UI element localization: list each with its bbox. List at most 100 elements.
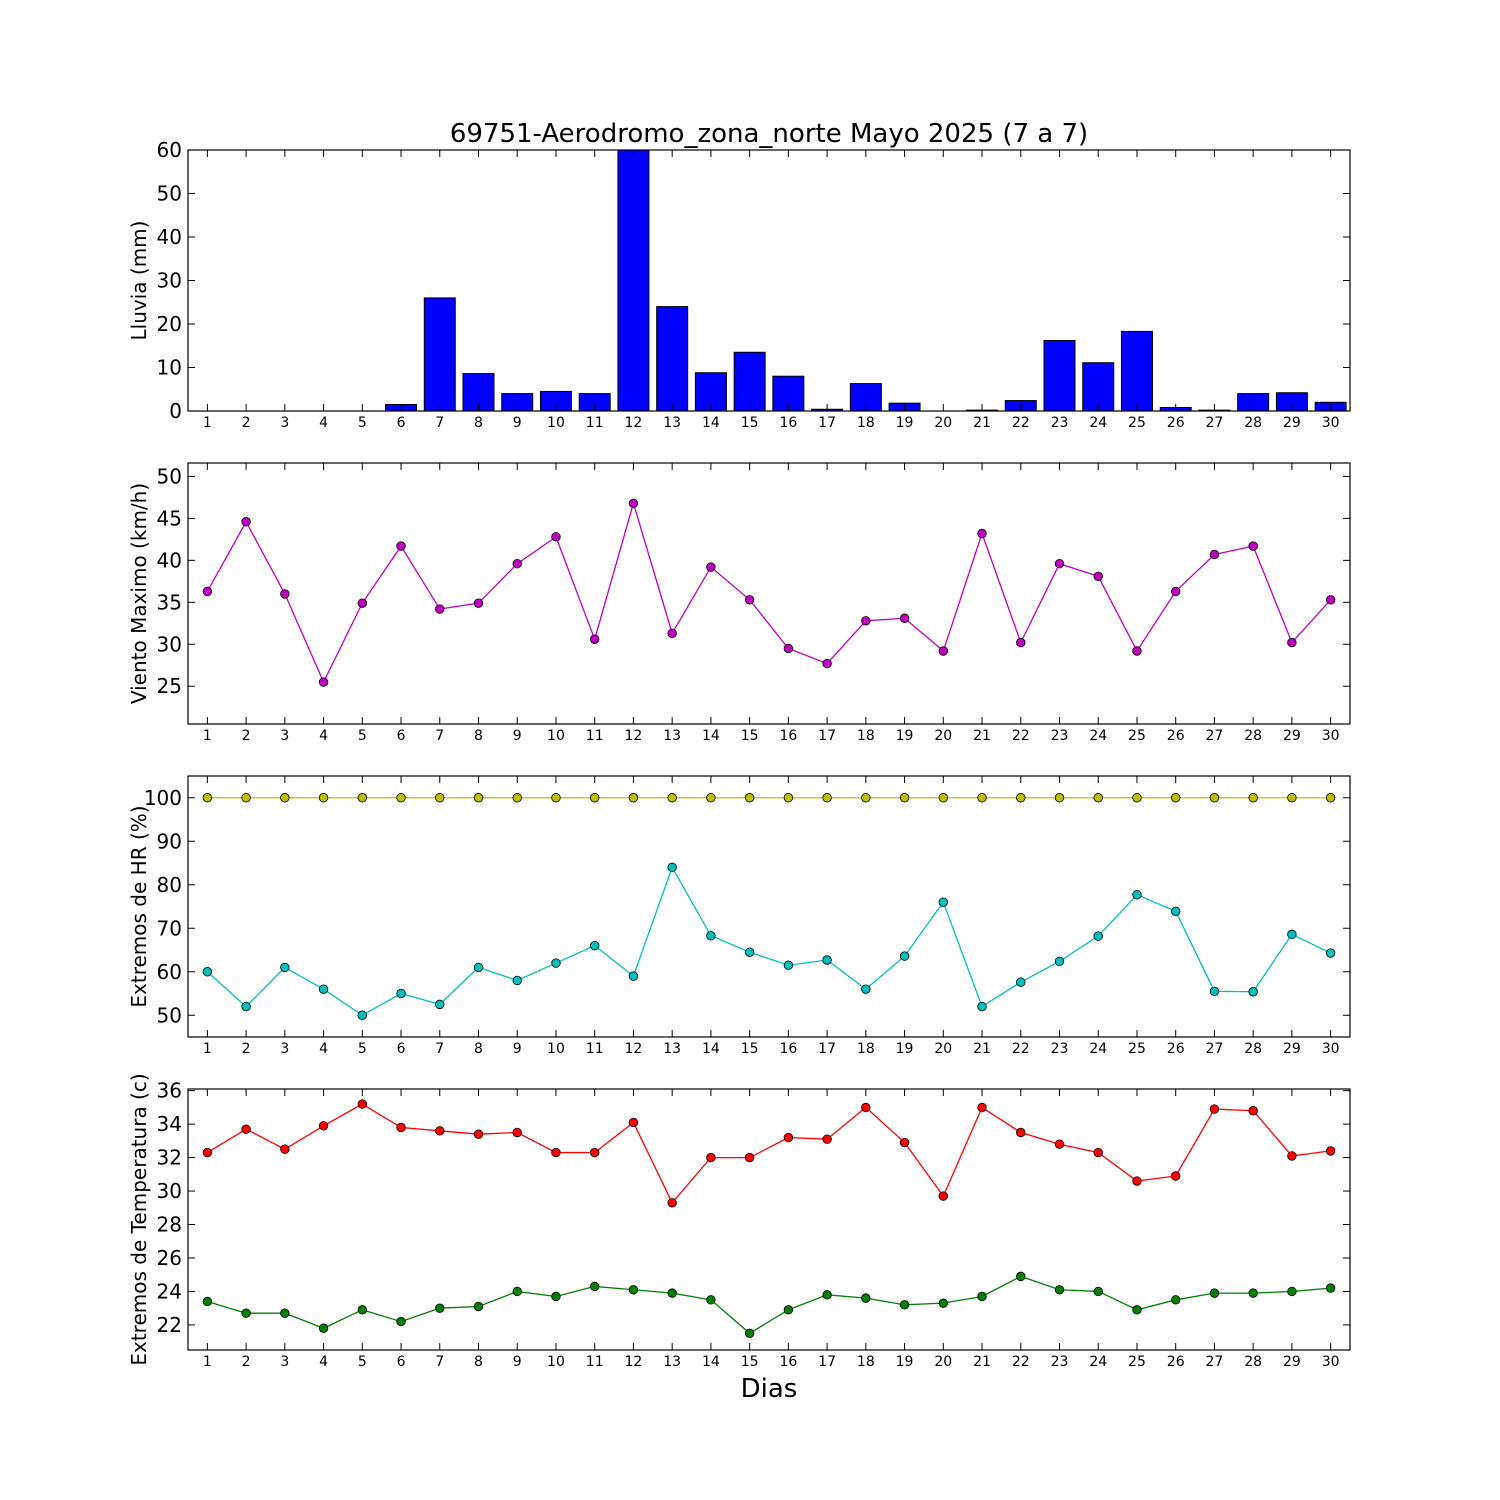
data-point	[1248, 987, 1258, 997]
data-point	[280, 589, 290, 599]
x-tick-label: 26	[1167, 1041, 1185, 1057]
data-point	[241, 517, 251, 527]
data-point	[1093, 793, 1103, 803]
x-tick-label: 19	[896, 728, 914, 744]
x-tick-label: 15	[741, 1354, 759, 1370]
data-point	[473, 1301, 484, 1312]
x-tick-label: 4	[319, 1041, 328, 1057]
x-tick-label: 27	[1206, 728, 1224, 744]
x-tick-label: 3	[280, 728, 289, 744]
data-point	[280, 1144, 290, 1154]
x-tick-label: 24	[1089, 728, 1107, 744]
y-tick-label: 30	[157, 269, 182, 293]
data-point	[938, 1191, 949, 1201]
y-tick-label: 22	[157, 1313, 182, 1337]
x-tick-label: 2	[242, 728, 251, 744]
x-tick-label: 30	[1322, 728, 1340, 744]
x-tick-label: 17	[818, 415, 836, 431]
x-tick-label: 9	[513, 1041, 522, 1057]
x-tick-label: 27	[1206, 1041, 1224, 1057]
data-point	[1325, 595, 1336, 605]
x-tick-label: 7	[435, 415, 444, 431]
y-tick-label: 35	[157, 590, 182, 614]
y-tick-label: 20	[157, 312, 182, 336]
x-tick-label: 28	[1244, 1041, 1262, 1057]
y-tick-label: 25	[157, 674, 182, 698]
data-point	[590, 940, 600, 951]
data-point	[512, 1286, 522, 1297]
data-point	[1170, 586, 1181, 597]
y-tick-label: 32	[157, 1146, 182, 1170]
x-tick-label: 21	[973, 1041, 991, 1057]
x-tick-label: 6	[397, 728, 406, 744]
data-point	[590, 793, 600, 803]
x-tick-label: 5	[358, 728, 367, 744]
x-tick-label: 25	[1128, 728, 1146, 744]
bar	[578, 393, 611, 411]
data-point	[318, 677, 329, 687]
data-point	[1325, 948, 1336, 958]
data-point	[396, 988, 406, 999]
panel-3-data	[202, 793, 1336, 1020]
data-point	[899, 1300, 910, 1310]
x-tick-label: 28	[1244, 728, 1262, 744]
x-tick-label: 22	[1012, 1354, 1030, 1370]
x-tick-label: 12	[625, 728, 643, 744]
x-tick-label: 18	[857, 415, 875, 431]
data-point	[1132, 793, 1142, 803]
data-point	[938, 646, 949, 656]
bar	[423, 297, 456, 411]
x-axis-label: Dias	[741, 1374, 798, 1404]
data-point	[1054, 1139, 1065, 1149]
bar	[501, 393, 534, 411]
data-point	[1093, 571, 1103, 582]
x-tick-label: 5	[358, 1354, 367, 1370]
data-point	[1248, 1106, 1258, 1116]
data-point	[241, 1001, 251, 1012]
data-point	[783, 1305, 794, 1315]
data-point	[899, 613, 910, 623]
data-point	[783, 960, 794, 970]
x-tick-label: 10	[547, 1354, 565, 1370]
data-point	[1093, 931, 1103, 941]
bar	[656, 306, 689, 411]
data-point	[280, 1308, 290, 1318]
x-tick-label: 7	[435, 1041, 444, 1057]
data-point	[1287, 929, 1297, 940]
x-tick-label: 9	[513, 415, 522, 431]
data-point	[1016, 637, 1026, 648]
data-point	[822, 793, 832, 803]
bar	[1082, 362, 1115, 411]
x-tick-label: 29	[1283, 415, 1301, 431]
data-point	[822, 955, 832, 965]
data-point	[1325, 1146, 1336, 1156]
x-tick-label: 5	[358, 1041, 367, 1057]
data-point	[551, 793, 561, 803]
x-tick-label: 26	[1167, 1354, 1185, 1370]
x-tick-label: 8	[474, 415, 483, 431]
x-tick-label: 20	[934, 1041, 952, 1057]
y-tick-label: 10	[157, 356, 182, 380]
data-point	[667, 793, 677, 803]
y-tick-label: 50	[157, 182, 182, 206]
data-point	[396, 1122, 406, 1133]
data-point	[667, 1288, 677, 1298]
data-point	[357, 793, 368, 803]
data-point	[822, 1134, 832, 1144]
x-tick-label: 17	[818, 1354, 836, 1370]
bar	[1120, 330, 1153, 411]
data-point	[628, 971, 639, 981]
x-tick-label: 3	[280, 1354, 289, 1370]
x-tick-label: 3	[280, 415, 289, 431]
x-tick-label: 18	[857, 1041, 875, 1057]
data-point	[280, 793, 290, 803]
panel-2-data	[202, 498, 1336, 687]
data-point	[1287, 637, 1297, 648]
x-tick-label: 11	[586, 728, 604, 744]
data-point	[861, 616, 871, 626]
